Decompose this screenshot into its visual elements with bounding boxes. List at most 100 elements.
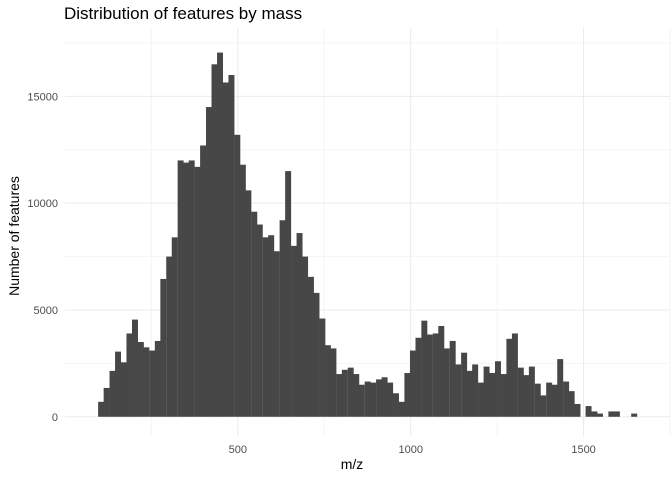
histogram-bar <box>205 107 212 417</box>
x-tick-label: 1000 <box>398 444 422 456</box>
histogram-bar <box>154 340 161 417</box>
histogram-bar <box>472 364 479 417</box>
histogram-bar <box>239 164 246 417</box>
histogram-bar <box>443 348 450 417</box>
histogram-bar <box>364 381 371 417</box>
histogram-bar <box>557 359 564 417</box>
histogram-bar <box>523 375 530 417</box>
histogram-bar <box>188 160 195 417</box>
histogram-bar <box>200 145 207 417</box>
histogram-bar <box>137 342 144 417</box>
histogram-bar <box>370 382 377 417</box>
histogram-bar <box>528 366 535 417</box>
histogram-bar <box>540 395 547 417</box>
x-tick-label: 500 <box>229 444 247 456</box>
histogram-bar <box>546 382 553 417</box>
histogram-bar <box>591 411 598 417</box>
histogram-bar <box>398 401 405 417</box>
y-tick-label: 5000 <box>34 305 58 317</box>
histogram-bar <box>279 220 286 417</box>
histogram-bar <box>120 362 127 417</box>
histogram-bar <box>506 338 513 417</box>
histogram-bar <box>404 372 411 417</box>
histogram-bar <box>143 347 150 417</box>
histogram-bar <box>409 350 416 417</box>
histogram-bar <box>438 325 445 417</box>
histogram-bar <box>631 413 638 417</box>
histogram-bar <box>596 413 603 417</box>
histogram-bar <box>126 333 133 417</box>
histogram-bar <box>613 411 620 417</box>
histogram-bar <box>222 82 229 417</box>
x-tick-label: 1500 <box>571 444 595 456</box>
histogram-bar <box>160 278 167 417</box>
histogram-bar <box>534 383 541 417</box>
chart-title: Distribution of features by mass <box>64 4 303 23</box>
histogram-bar <box>353 374 360 417</box>
histogram-bar <box>330 348 337 417</box>
histogram-bar <box>393 393 399 417</box>
histogram-bar <box>347 367 354 417</box>
histogram-bar <box>517 367 524 417</box>
histogram-bar <box>387 382 394 417</box>
histogram-bar <box>177 160 184 417</box>
histogram-bar <box>245 190 252 417</box>
histogram-bar <box>291 245 297 417</box>
histogram-bar <box>511 333 518 417</box>
histogram-bar <box>217 52 224 417</box>
histogram-bar <box>268 235 275 417</box>
histogram-bar <box>171 237 178 417</box>
histogram-bar <box>568 391 575 417</box>
x-axis-label: m/z <box>340 456 364 472</box>
histogram-bar <box>251 211 258 417</box>
histogram-bar <box>228 74 235 417</box>
histogram-bar <box>109 370 116 417</box>
histogram-bar <box>574 403 581 417</box>
histogram-bar <box>483 366 490 417</box>
histogram-bar <box>449 340 456 417</box>
histogram-bar <box>421 320 428 417</box>
histogram-bar <box>285 171 292 417</box>
histogram-bar <box>211 64 218 417</box>
histogram-bar <box>234 134 241 417</box>
histogram-bar <box>585 406 592 417</box>
histogram-bar <box>194 166 201 417</box>
histogram-bar <box>132 319 138 417</box>
histogram-bar <box>98 401 105 417</box>
histogram-bar <box>466 370 473 417</box>
y-tick-label: 15000 <box>27 91 58 103</box>
histogram-bar <box>262 237 269 417</box>
y-axis-label: Number of features <box>6 176 22 296</box>
histogram-bar <box>381 377 388 417</box>
histogram-bar <box>500 374 507 417</box>
histogram-bar <box>495 361 501 417</box>
histogram-bar <box>115 351 122 417</box>
histogram-bar <box>183 162 190 417</box>
histogram-bar <box>376 379 383 417</box>
histogram-bar <box>103 387 110 417</box>
histogram-bar <box>551 384 558 417</box>
histogram-bar <box>149 350 156 417</box>
histogram-bar <box>336 374 343 417</box>
histogram-bar <box>608 411 615 417</box>
y-tick-label: 0 <box>52 412 58 424</box>
histogram-bar <box>489 372 496 417</box>
histogram-bar <box>296 233 303 417</box>
histogram-bar <box>341 369 348 417</box>
histogram-bar <box>166 256 173 417</box>
histogram-bar <box>302 256 309 417</box>
histogram-bars <box>98 52 638 417</box>
histogram-bar <box>313 292 320 417</box>
histogram-bar <box>358 384 365 417</box>
histogram-bar <box>324 345 331 417</box>
histogram-bar <box>256 224 263 417</box>
histogram-bar <box>319 318 326 417</box>
y-tick-label: 10000 <box>27 198 58 210</box>
histogram-bar <box>426 334 433 417</box>
histogram-bar <box>461 352 468 417</box>
histogram-bar <box>432 333 439 417</box>
histogram-bar <box>478 382 485 417</box>
histogram-bar <box>563 381 570 417</box>
